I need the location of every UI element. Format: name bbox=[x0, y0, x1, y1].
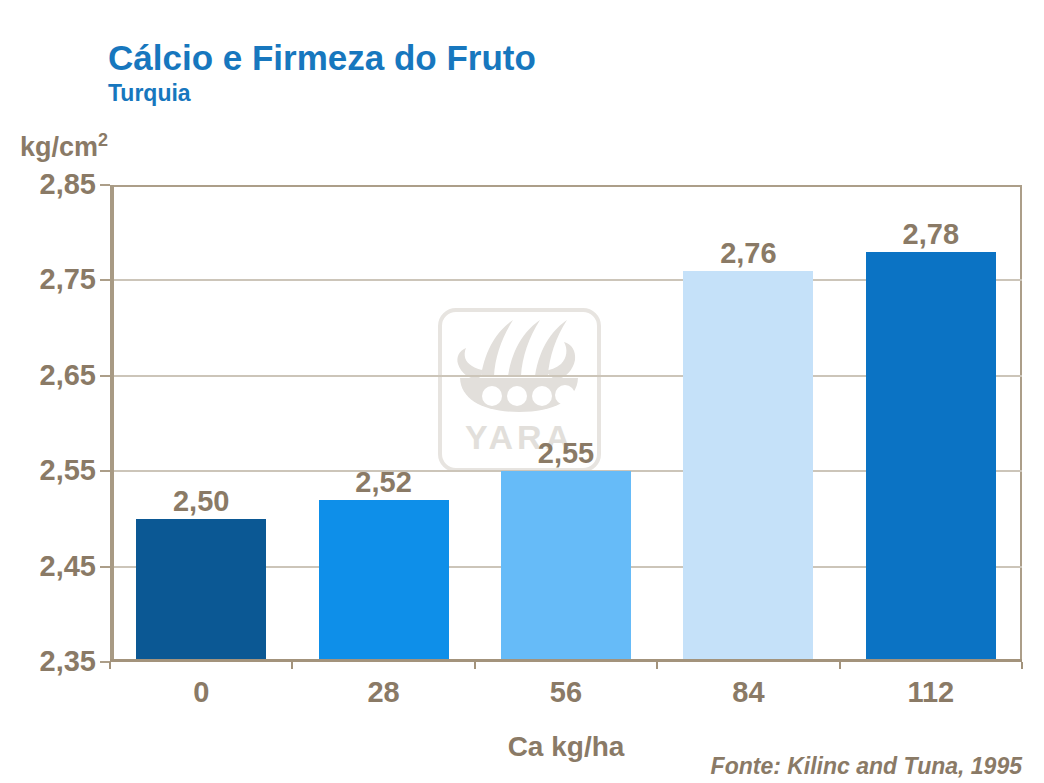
bar bbox=[319, 500, 449, 662]
x-axis-category-label: 112 bbox=[840, 677, 1022, 707]
x-axis-tick bbox=[839, 662, 841, 669]
bar-value-label: 2,78 bbox=[840, 219, 1022, 249]
bar-value-label: 2,76 bbox=[657, 238, 839, 268]
plot-frame-top bbox=[110, 185, 1022, 187]
x-axis-tick bbox=[656, 662, 658, 669]
y-axis-tick bbox=[100, 184, 110, 186]
y-axis-tick-label: 2,75 bbox=[0, 264, 96, 294]
plot-frame-right bbox=[1020, 185, 1022, 662]
x-axis-category-label: 84 bbox=[657, 677, 839, 707]
chart-subtitle: Turquia bbox=[108, 80, 191, 106]
y-axis-tick-label: 2,65 bbox=[0, 360, 96, 390]
bar bbox=[136, 519, 266, 662]
bar-value-label: 2,50 bbox=[110, 486, 292, 516]
bar-value-label: 2,55 bbox=[475, 438, 657, 468]
y-axis-tick bbox=[100, 375, 110, 377]
y-axis-tick-label: 2,45 bbox=[0, 551, 96, 581]
bar bbox=[866, 252, 996, 662]
y-axis-tick bbox=[100, 279, 110, 281]
y-axis-tick bbox=[100, 566, 110, 568]
x-axis-category-label: 56 bbox=[475, 677, 657, 707]
bar bbox=[683, 271, 813, 662]
x-axis-tick bbox=[474, 662, 476, 669]
y-axis-unit: kg/cm2 bbox=[20, 125, 108, 162]
y-axis-tick-label: 2,85 bbox=[0, 169, 96, 199]
y-axis-line bbox=[110, 185, 114, 662]
x-axis-category-label: 0 bbox=[110, 677, 292, 707]
x-axis-category-label: 28 bbox=[292, 677, 474, 707]
slide: Cálcio e Firmeza do Fruto Turquia kg/cm2… bbox=[0, 0, 1044, 783]
source-note: Fonte: Kilinc and Tuna, 1995 bbox=[711, 753, 1022, 779]
x-axis-tick bbox=[291, 662, 293, 669]
bar bbox=[501, 471, 631, 662]
chart-title: Cálcio e Firmeza do Fruto bbox=[108, 38, 536, 78]
x-axis-tick bbox=[109, 662, 111, 669]
viking-ship-icon bbox=[442, 312, 597, 420]
y-axis-tick bbox=[100, 470, 110, 472]
y-axis-tick-label: 2,35 bbox=[0, 646, 96, 676]
x-axis-line bbox=[110, 659, 1022, 662]
bar-value-label: 2,52 bbox=[292, 467, 474, 497]
y-axis-tick-label: 2,55 bbox=[0, 455, 96, 485]
x-axis-tick bbox=[1021, 662, 1023, 669]
